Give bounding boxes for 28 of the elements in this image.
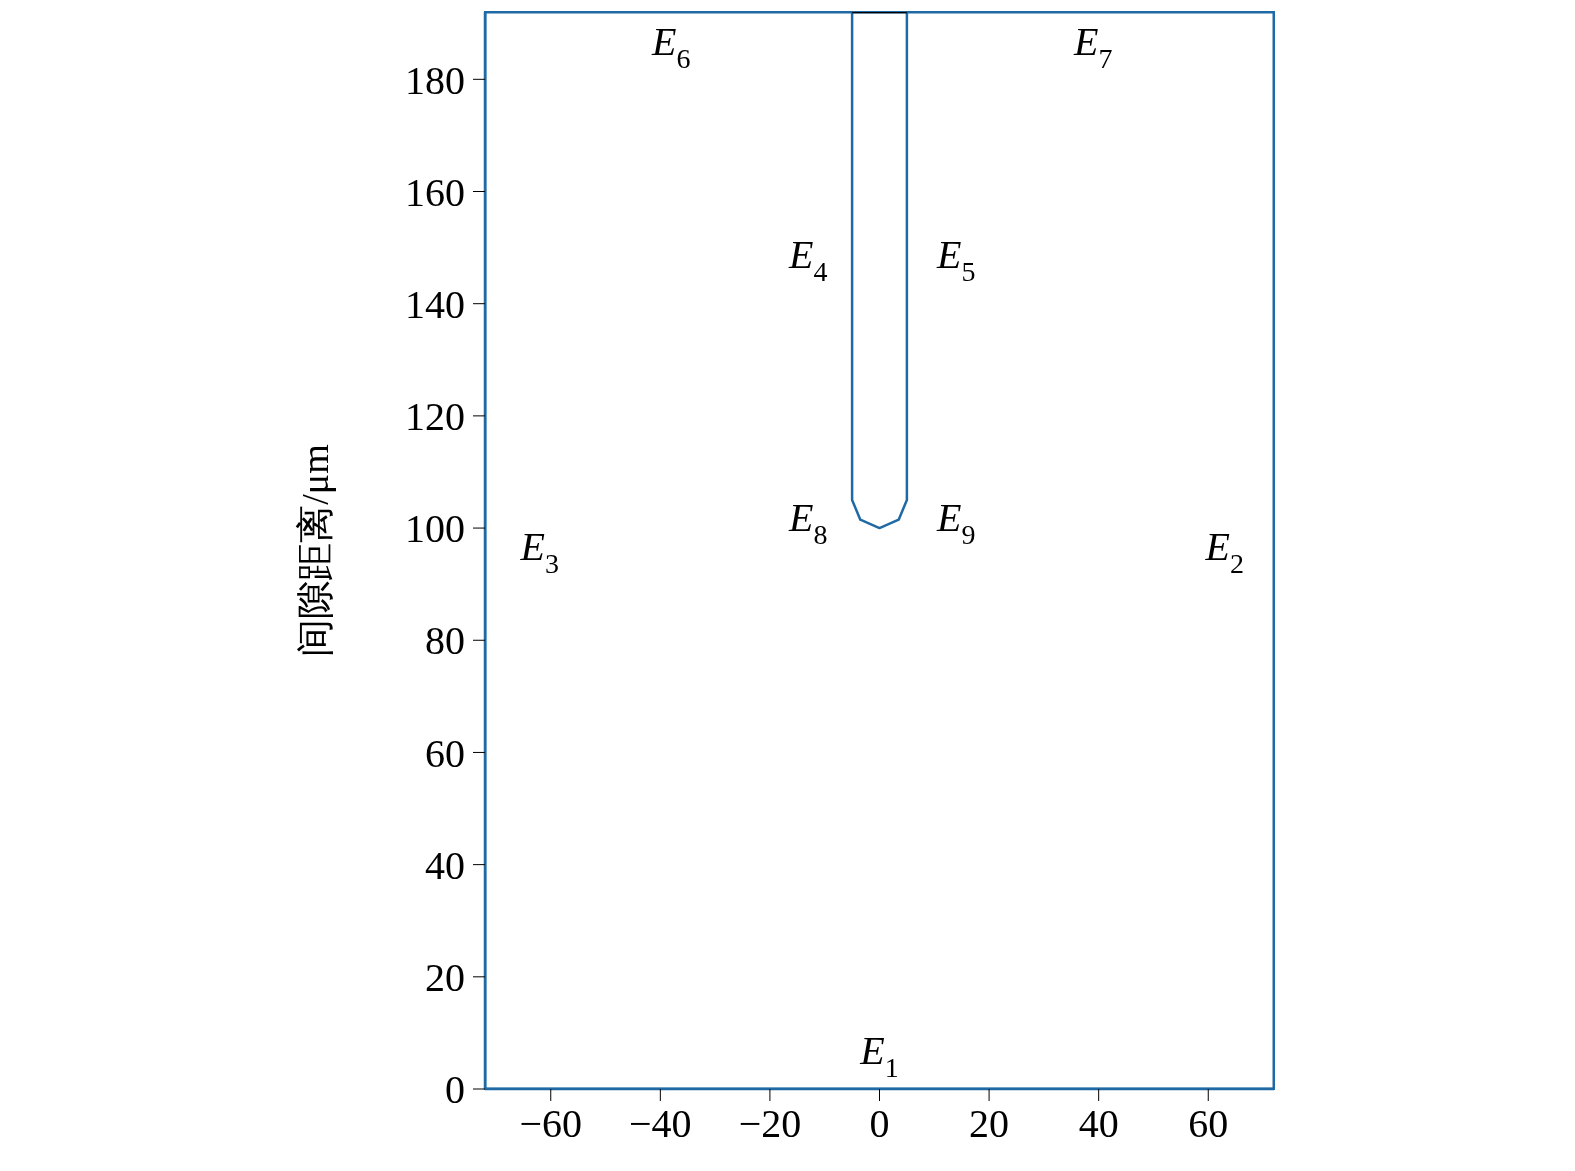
x-tick-label: −20 [738,1101,802,1147]
y-tick-label: 60 [425,730,465,776]
x-tick-label: −40 [629,1101,692,1147]
y-tick-label: 40 [425,842,465,888]
y-tick-label: 0 [445,1067,465,1113]
annotation: E$_{2}$ [1204,523,1244,579]
annotation: E$_{9}$ [935,495,976,551]
annotation: E$_{5}$ [935,231,976,287]
annotation: E$_{4}$ [788,231,828,287]
y-tick-label: 140 [405,281,465,327]
x-tick-label: 40 [1078,1101,1119,1147]
y-axis-title: 间隙距离/μm [294,444,337,657]
y-tick-label: 180 [405,57,465,103]
y-tick-label: 20 [425,955,465,1001]
x-tick-label: 0 [869,1101,890,1147]
y-tick-label: 100 [405,506,465,552]
y-tick-label: 160 [405,169,465,215]
annotation: E$_{7}$ [1072,18,1113,74]
x-tick-label: 60 [1188,1101,1229,1147]
annotation: E$_{6}$ [651,18,691,74]
x-tick-label: 20 [969,1101,1010,1147]
line-series [850,12,909,530]
annotation: E$_{8}$ [788,495,828,551]
annotation: E$_{3}$ [519,523,560,579]
y-tick-label: 80 [425,618,465,664]
annotation: E$_{1}$ [859,1028,899,1084]
y-tick-label: 120 [405,394,465,440]
x-tick-label: −60 [519,1101,583,1147]
